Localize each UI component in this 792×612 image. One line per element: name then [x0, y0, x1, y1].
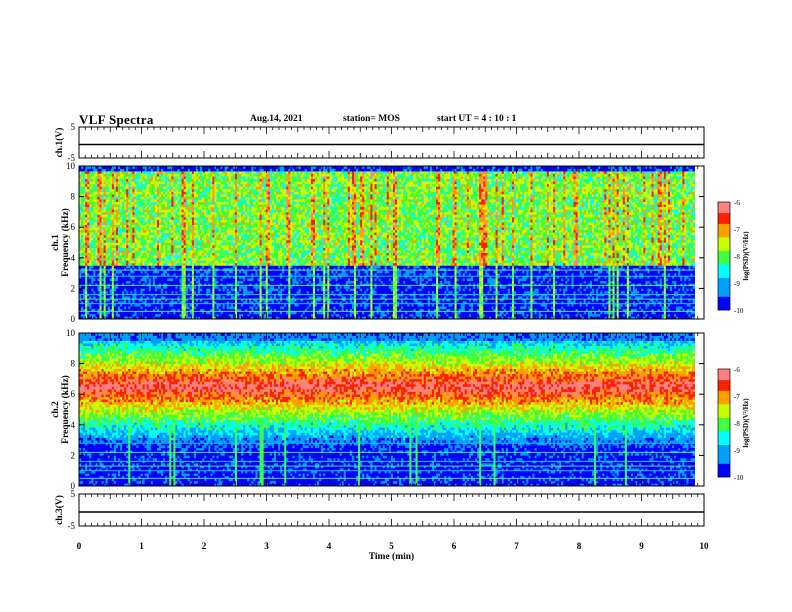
x-tick-label: 6 [452, 541, 457, 551]
x-tick-label: 10 [700, 541, 710, 551]
x-tick-label: 3 [264, 541, 269, 551]
colorbar-tick-label: -8 [734, 253, 740, 261]
y-tick-label: 8 [71, 192, 76, 202]
y-tick-label: 6 [71, 389, 76, 399]
y-tick-label: -5 [68, 153, 76, 163]
time-ticks [78, 127, 705, 526]
ch1-spectrogram: 10 8 6 4 2 0 ch.1 Frequency (kHz) -6 -7 -8 -9 -10 log… [51, 161, 750, 324]
figure-title: VLF Spectra [79, 112, 154, 128]
colorbar-label: log(PSD)(V²/Hz) [742, 231, 750, 281]
colorbar-tick-label: -7 [734, 226, 740, 234]
colorbar-tick-label: -6 [734, 366, 740, 374]
y-tick-label: 5 [71, 489, 76, 499]
y-axis-label: ch.1 [51, 234, 61, 251]
x-tick-label: 4 [327, 541, 332, 551]
y-tick-label: -5 [68, 521, 76, 531]
y-tick-label: 6 [71, 222, 76, 232]
y-tick-label: 5 [71, 122, 76, 132]
y-axis-label: Frequency (kHz) [60, 375, 71, 444]
y-tick-label: 0 [71, 481, 76, 491]
colorbar-tick-label: -10 [734, 307, 744, 315]
x-tick-label: 8 [577, 541, 582, 551]
y-axis-label: ch.1(V) [54, 128, 65, 158]
x-tick-label: 5 [389, 541, 394, 551]
colorbar-tick-label: -9 [734, 280, 740, 288]
colorbar: -6 -7 -8 -9 -10 log(PSD)(V²/Hz) [717, 199, 750, 315]
station-label: station= MOS [343, 114, 400, 124]
colorbar-tick-label: -7 [734, 393, 740, 401]
date-label: Aug.14, 2021 [250, 114, 303, 124]
y-tick-label: 10 [66, 161, 76, 171]
y-axis-label: ch.2 [51, 401, 61, 418]
colorbar: -6 -7 -8 -9 -10 log(PSD)(V²/Hz) [717, 366, 750, 482]
y-tick-label: 4 [71, 253, 76, 263]
colorbar-tick-label: -9 [734, 447, 740, 455]
y-tick-label: 2 [71, 450, 76, 460]
x-tick-label: 7 [514, 541, 519, 551]
colorbar-tick-label: -10 [734, 474, 744, 482]
ch2-spectrogram: 10 8 6 4 2 0 ch.2 Frequency (kHz) -6 -7 -8 -9 -10 log… [51, 328, 750, 491]
x-tick-label: 2 [202, 541, 207, 551]
x-tick-label: 0 [77, 541, 82, 551]
x-tick-label: 1 [139, 541, 144, 551]
x-tick-label: 9 [639, 541, 644, 551]
y-tick-label: 10 [66, 328, 76, 338]
y-tick-label: 8 [71, 359, 76, 369]
colorbar-tick-label: -8 [734, 420, 740, 428]
y-tick-label: 2 [71, 283, 76, 293]
colorbar-label: log(PSD)(V²/Hz) [742, 398, 750, 448]
start-time-label: start UT = 4 : 10 : 1 [437, 114, 516, 124]
y-axis-label: ch.3(V) [54, 495, 65, 525]
y-axis-label: Frequency (kHz) [60, 208, 71, 277]
y-tick-label: 4 [71, 420, 76, 430]
colorbar-tick-label: -6 [734, 199, 740, 207]
x-axis-label: Time (min) [369, 551, 414, 562]
y-tick-label: 0 [71, 314, 76, 324]
